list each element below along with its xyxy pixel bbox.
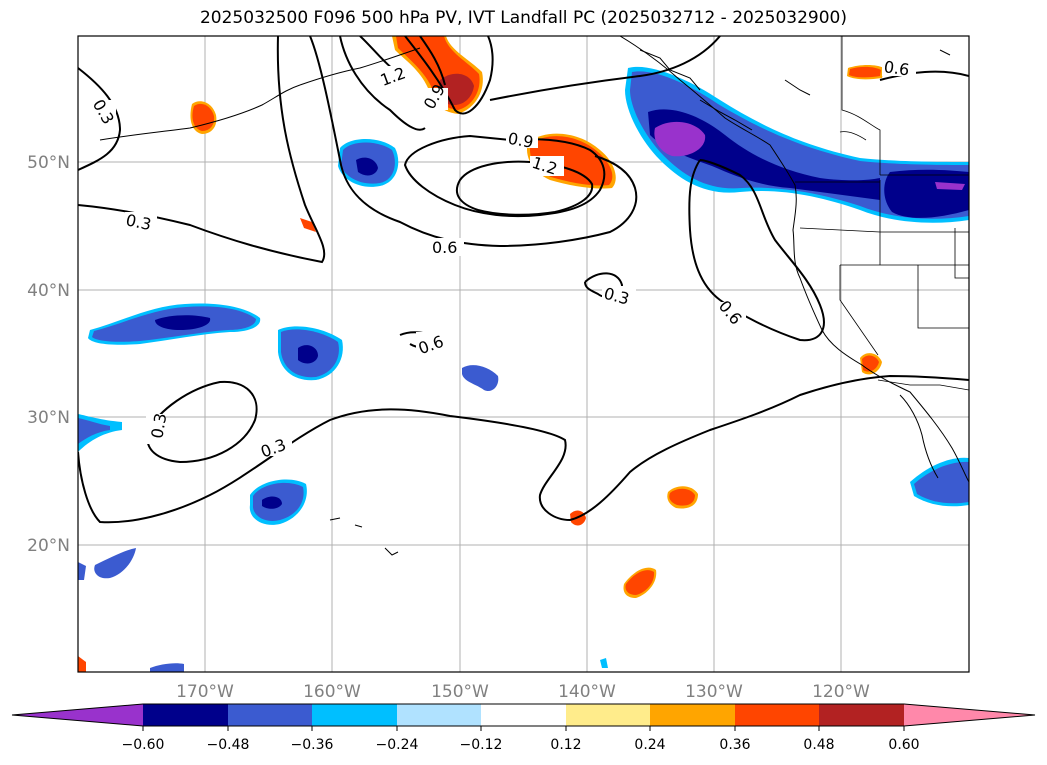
colorbar-tick: −0.36: [291, 737, 334, 753]
shade-region: [356, 157, 378, 176]
colorbar-tick: −0.12: [460, 737, 503, 753]
colorbar: −0.60 −0.48 −0.36 −0.24 −0.12 0.12 0.24 …: [11, 703, 1036, 753]
contour-label: 0.6: [432, 238, 457, 257]
lon-label: 140°W: [558, 682, 616, 702]
shade-region: [630, 71, 969, 219]
colorbar-tick: 0.12: [550, 737, 581, 753]
coastlines: [99, 36, 969, 556]
longitude-labels: 170°W 160°W 150°W 140°W 130°W 120°W: [176, 682, 870, 702]
shade-region: [914, 461, 969, 504]
contour-label: 0.6: [883, 57, 911, 79]
lat-label: 30°N: [27, 408, 70, 428]
colorbar-segment: [143, 704, 228, 726]
colorbar-segment: [566, 704, 650, 726]
contour-label: 0.9: [506, 129, 534, 152]
positive-anomaly-regions: [78, 36, 884, 672]
shade-region: [884, 169, 969, 218]
lon-label: 170°W: [176, 682, 234, 702]
lon-label: 160°W: [303, 682, 361, 702]
shade-region: [78, 418, 110, 444]
latitude-labels: 50°N 40°N 30°N 20°N: [27, 153, 70, 556]
map-title: 2025032500 F096 500 hPa PV, IVT Landfall…: [199, 8, 847, 28]
contour-labels: 0.3 0.3 1.2 0.9 0.9 1.2 0.6 0.3 0.6 0.6 …: [89, 57, 916, 461]
colorbar-segment: [312, 704, 397, 726]
colorbar-extend-max: [904, 704, 1035, 726]
colorbar-segment: [228, 704, 312, 726]
colorbar-segment: [397, 704, 481, 726]
shade-region: [625, 570, 655, 595]
shade-region: [155, 315, 211, 330]
colorbar-tick: 0.24: [634, 737, 665, 753]
shade-region: [648, 109, 880, 200]
shade-region: [298, 345, 318, 364]
colorbar-tick: 0.48: [803, 737, 834, 753]
shade-region: [78, 562, 86, 580]
pv-contours: [78, 36, 969, 524]
lat-label: 50°N: [27, 153, 70, 173]
shade-region: [654, 121, 706, 157]
shade-region: [935, 182, 965, 190]
shade-region: [669, 488, 695, 506]
lat-label: 20°N: [27, 536, 70, 556]
contour-label: 0.3: [124, 210, 153, 234]
contour-label: 0.3: [147, 412, 170, 440]
shade-region: [462, 365, 499, 392]
colorbar-segment: [735, 704, 819, 726]
colorbar-tick: −0.24: [376, 737, 419, 753]
lon-label: 130°W: [685, 682, 743, 702]
negative-anomaly-regions: [78, 66, 969, 672]
colorbar-segment: [819, 704, 904, 726]
colorbar-segment: [650, 704, 735, 726]
shade-region: [192, 103, 215, 131]
colorbar-segment: [481, 704, 566, 726]
colorbar-tick: −0.60: [122, 737, 165, 753]
shade-region: [262, 496, 282, 509]
shade-region: [849, 66, 881, 78]
shade-region: [150, 663, 184, 672]
colorbar-tick: 0.60: [888, 737, 919, 753]
shade-region: [94, 548, 136, 579]
map-frame: [77, 35, 970, 673]
shade-region: [78, 656, 86, 672]
political-borders: [795, 36, 969, 391]
lon-label: 120°W: [812, 682, 870, 702]
lon-label: 150°W: [431, 682, 489, 702]
colorbar-extend-min: [12, 704, 143, 726]
shade-region: [600, 658, 608, 668]
colorbar-tick: 0.36: [719, 737, 750, 753]
lat-label: 40°N: [27, 281, 70, 301]
shade-region: [300, 218, 316, 232]
colorbar-tick: −0.48: [207, 737, 250, 753]
